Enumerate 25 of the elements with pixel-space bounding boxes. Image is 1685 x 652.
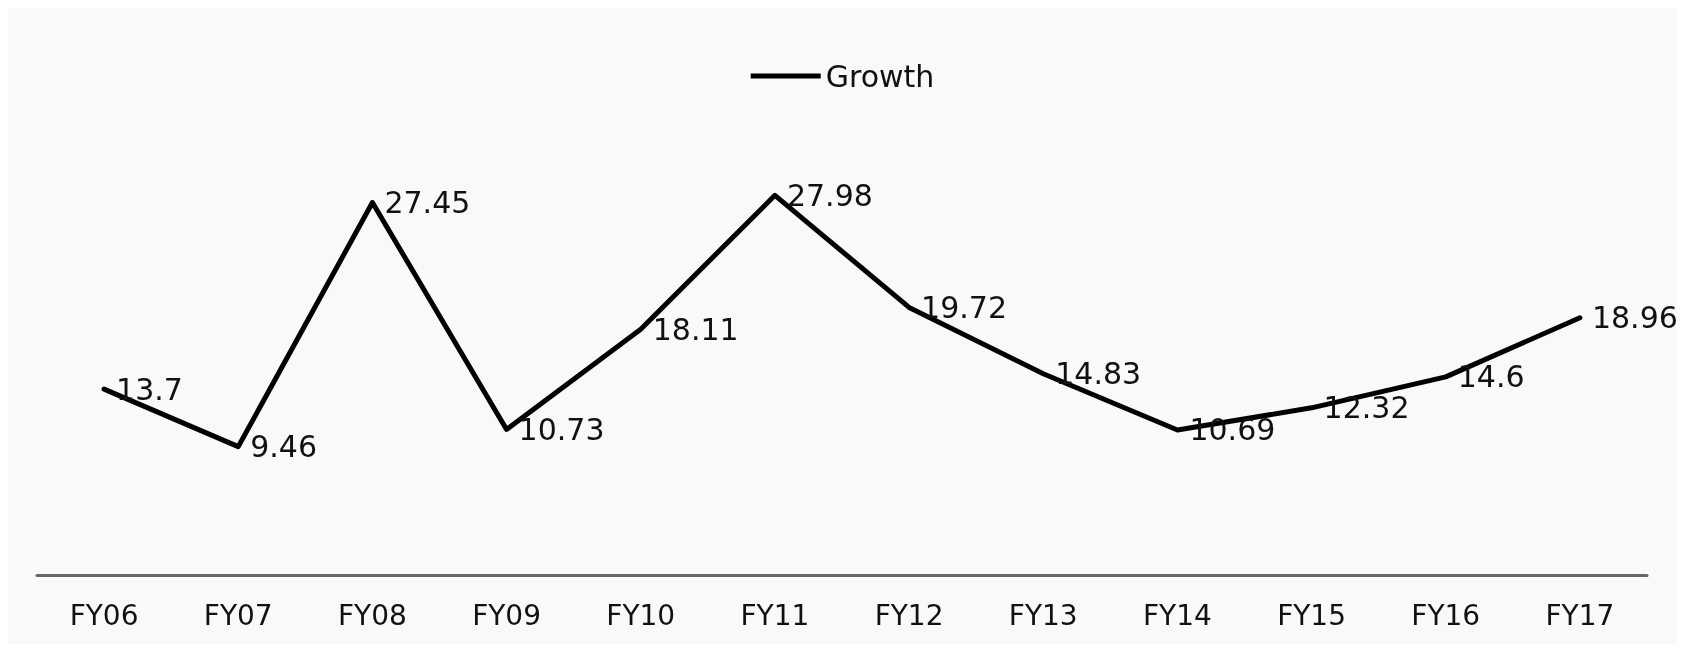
x-tick-label: FY07 <box>203 598 273 632</box>
data-label: 14.6 <box>1457 359 1525 395</box>
x-tick-label: FY09 <box>472 598 542 632</box>
x-tick-label: FY15 <box>1277 598 1347 632</box>
data-label: 27.45 <box>384 185 471 221</box>
x-tick-label: FY12 <box>874 598 944 632</box>
data-label: 14.83 <box>1055 356 1142 392</box>
data-label: 13.7 <box>116 371 183 407</box>
x-tick-label: FY13 <box>1008 598 1078 632</box>
data-label: 10.69 <box>1189 412 1276 448</box>
data-label: 18.11 <box>652 311 739 347</box>
data-label: 19.72 <box>921 289 1007 325</box>
data-label: 27.98 <box>786 177 873 213</box>
x-tick-label: FY06 <box>69 598 139 632</box>
x-tick-label: FY11 <box>740 598 810 632</box>
data-label: 18.96 <box>1591 300 1678 336</box>
x-tick-label: FY14 <box>1142 598 1212 632</box>
x-tick-label: FY08 <box>337 598 407 632</box>
x-tick-label: FY10 <box>606 598 676 632</box>
data-label: 10.73 <box>518 411 605 447</box>
data-label: 9.46 <box>250 429 318 465</box>
x-tick-label: FY16 <box>1411 598 1481 632</box>
x-tick-label: FY17 <box>1545 598 1615 632</box>
data-label: 12.32 <box>1323 390 1410 426</box>
legend-label: Growth <box>825 58 935 94</box>
